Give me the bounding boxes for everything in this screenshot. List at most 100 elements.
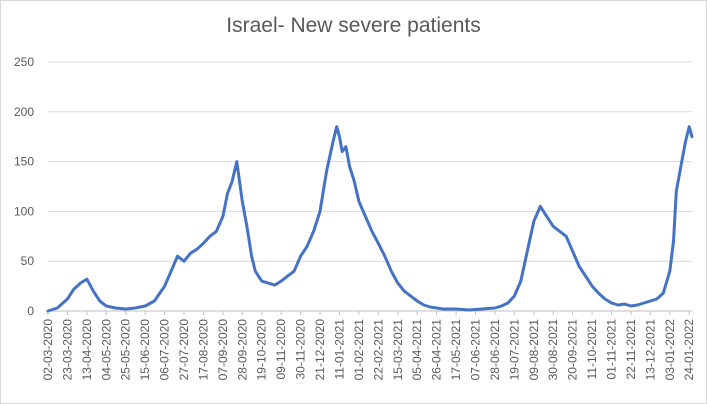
data-point — [250, 255, 253, 257]
x-tick-label: 09-11-2020 — [274, 319, 288, 380]
data-point — [572, 250, 574, 252]
data-point — [565, 235, 567, 237]
data-point — [274, 284, 276, 286]
data-point — [546, 215, 548, 217]
data-point — [226, 192, 229, 195]
x-tick-label: 28-06-2021 — [488, 319, 502, 381]
data-point — [114, 307, 117, 309]
data-point — [643, 302, 645, 304]
data-point — [436, 307, 438, 309]
data-point — [390, 270, 392, 272]
data-point — [397, 282, 399, 284]
data-point — [79, 282, 81, 284]
data-point — [630, 305, 632, 307]
data-point — [584, 275, 587, 277]
x-tick-label: 30-08-2021 — [546, 319, 560, 381]
data-point — [287, 275, 289, 277]
data-point — [336, 126, 338, 128]
data-point — [636, 304, 639, 306]
data-point — [73, 288, 75, 290]
data-point — [241, 200, 243, 203]
data-point — [312, 230, 315, 232]
data-point — [675, 190, 677, 193]
data-point — [442, 308, 444, 310]
data-point — [349, 165, 351, 168]
data-point — [319, 210, 321, 212]
x-tick-label: 25-05-2020 — [119, 319, 133, 381]
data-point — [222, 215, 224, 217]
data-point — [455, 308, 457, 310]
x-tick-label: 11-01-2021 — [332, 319, 346, 380]
x-tick-label: 06-07-2020 — [158, 319, 172, 381]
data-point — [610, 302, 613, 304]
data-point — [189, 252, 192, 254]
series-line — [46, 125, 694, 313]
data-point — [364, 215, 366, 217]
data-point — [202, 242, 205, 244]
x-tick-label: 19-10-2020 — [255, 319, 269, 381]
data-point — [672, 240, 675, 242]
x-tick-label: 30-11-2020 — [294, 319, 308, 380]
data-point — [684, 141, 687, 143]
data-point — [403, 290, 405, 292]
x-tick-label: 19-07-2021 — [507, 319, 521, 381]
data-point — [591, 285, 593, 287]
data-point — [144, 305, 146, 307]
data-point — [691, 136, 693, 138]
y-tick-label: 150 — [14, 155, 34, 169]
x-tick-label: 03-01-2022 — [663, 319, 677, 381]
data-point — [494, 307, 496, 309]
data-point — [293, 270, 295, 272]
data-point — [325, 170, 328, 173]
data-point — [345, 146, 347, 148]
x-tick-label: 01-11-2021 — [605, 319, 619, 380]
data-point — [617, 304, 619, 306]
data-point — [254, 270, 256, 272]
x-tick-label: 26-04-2021 — [430, 319, 444, 381]
x-tick-label: 27-07-2020 — [177, 319, 191, 381]
data-point — [163, 285, 166, 287]
data-point — [92, 290, 94, 292]
data-point — [196, 248, 198, 250]
data-point — [86, 278, 88, 280]
data-point — [539, 205, 541, 208]
x-tick-label: 17-05-2021 — [449, 319, 463, 381]
data-point — [134, 307, 136, 309]
data-point — [371, 230, 373, 232]
data-point — [604, 298, 606, 300]
data-point — [176, 255, 179, 257]
data-point — [358, 200, 360, 203]
data-point — [410, 295, 412, 297]
data-point — [66, 298, 69, 300]
y-tick-label: 0 — [27, 304, 34, 318]
x-tick-label: 22-11-2021 — [624, 319, 638, 380]
x-tick-label: 13-04-2020 — [80, 319, 94, 381]
data-point — [183, 260, 185, 262]
data-point — [656, 298, 658, 300]
data-point — [261, 280, 263, 282]
x-tick-label: 07-06-2021 — [468, 319, 482, 381]
data-point — [215, 230, 218, 232]
data-point — [246, 225, 248, 227]
data-point — [500, 305, 502, 307]
x-tick-label: 22-02-2021 — [371, 319, 385, 381]
data-point — [416, 300, 418, 302]
data-point — [682, 156, 684, 158]
data-point — [669, 270, 671, 272]
data-point — [47, 310, 49, 312]
data-point — [559, 230, 561, 232]
x-tick-label: 24-01-2022 — [682, 319, 696, 381]
x-tick-label: 17-08-2020 — [196, 319, 210, 381]
data-point — [623, 303, 626, 305]
data-point — [649, 300, 651, 302]
data-point — [99, 300, 101, 302]
data-point — [56, 307, 58, 309]
x-tick-label: 13-12-2021 — [643, 319, 657, 381]
data-point — [507, 302, 509, 304]
data-point — [153, 300, 156, 302]
data-point — [353, 180, 355, 183]
data-point — [105, 305, 107, 307]
x-tick-label: 02-03-2020 — [41, 319, 55, 381]
data-point — [170, 270, 172, 272]
